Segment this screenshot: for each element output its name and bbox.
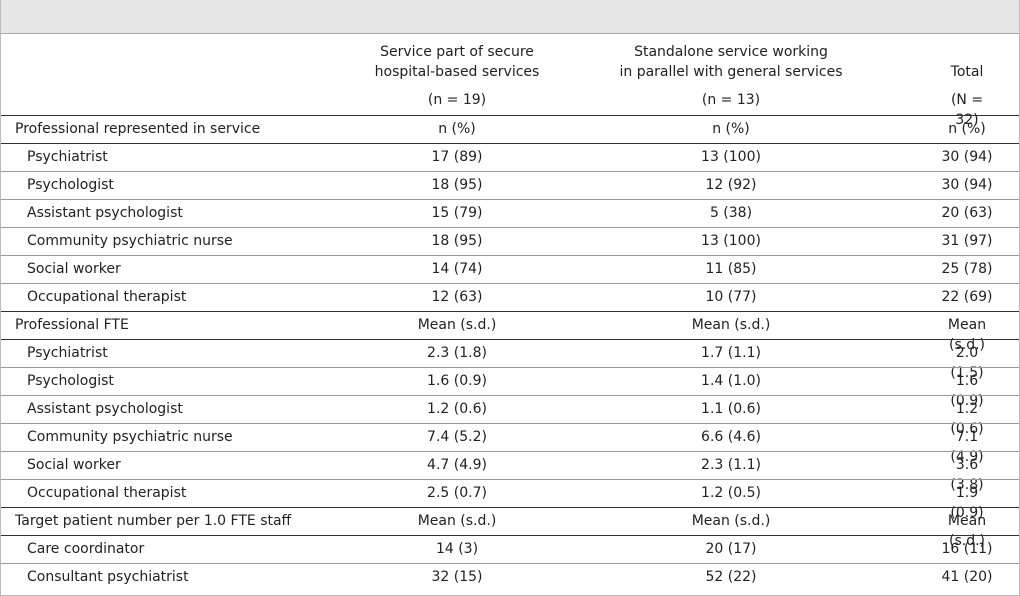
cell: 2.5 (0.7)	[427, 485, 487, 501]
column-header: Service part of secure hospital-based se…	[374, 44, 540, 80]
row-rule	[1, 451, 1019, 452]
cell: 30 (94)	[941, 177, 993, 193]
row-rule	[1, 367, 1019, 368]
row-rule	[1, 255, 1019, 256]
row-label: Psychiatrist	[27, 345, 108, 361]
cell: 1.2 (0.6)	[950, 401, 984, 437]
cell: 31 (97)	[941, 233, 993, 249]
section-unit: n (%)	[712, 121, 750, 137]
cell: 2.0 (1.5)	[950, 345, 984, 381]
cell: 1.7 (1.1)	[701, 345, 761, 361]
cell: 4.7 (4.9)	[427, 457, 487, 473]
row-label: Community psychiatric nurse	[27, 429, 233, 445]
section-unit: Mean (s.d.)	[417, 513, 497, 529]
row-label: Assistant psychologist	[27, 205, 183, 221]
cell: 12 (92)	[705, 177, 757, 193]
row-label: Community psychiatric nurse	[27, 233, 233, 249]
row-label: Psychologist	[27, 373, 114, 389]
row-rule	[1, 339, 1019, 340]
top-band	[1, 0, 1019, 34]
row-rule	[1, 199, 1019, 200]
row-rule	[1, 143, 1019, 144]
cell: 12 (63)	[431, 289, 483, 305]
row-label: Social worker	[27, 457, 121, 473]
cell: 1.2 (0.5)	[701, 485, 761, 501]
row-rule	[1, 171, 1019, 172]
row-rule	[1, 395, 1019, 396]
cell: 7.4 (5.2)	[427, 429, 487, 445]
section-unit: Mean (s.d.)	[691, 317, 771, 333]
row-label: Care coordinator	[27, 541, 145, 557]
column-count: (n = 19)	[427, 92, 487, 108]
cell: 32 (15)	[431, 569, 483, 585]
row-rule	[1, 423, 1019, 424]
cell: 10 (77)	[705, 289, 757, 305]
row-label: Assistant psychologist	[27, 401, 183, 417]
cell: 6.6 (4.6)	[701, 429, 761, 445]
cell: 1.9 (0.9)	[950, 485, 984, 521]
cell: 5 (38)	[709, 205, 753, 221]
row-label: Occupational therapist	[27, 485, 187, 501]
row-label: Occupational therapist	[27, 289, 187, 305]
cell: 16 (11)	[941, 541, 993, 557]
row-label: Psychologist	[27, 177, 114, 193]
column-header: Standalone service working in parallel w…	[619, 44, 843, 80]
section-unit: n (%)	[438, 121, 476, 137]
cell: 1.1 (0.6)	[701, 401, 761, 417]
cell: 1.4 (1.0)	[701, 373, 761, 389]
cell: 3.6 (3.8)	[950, 457, 984, 493]
row-rule	[1, 535, 1019, 536]
section-title: Professional FTE	[15, 317, 129, 333]
row-rule	[1, 311, 1019, 312]
section-title: Target patient number per 1.0 FTE staff	[15, 513, 292, 529]
cell: 52 (22)	[705, 569, 757, 585]
section-unit: Mean (s.d.)	[417, 317, 497, 333]
column-count: (n = 13)	[701, 92, 761, 108]
cell: 14 (3)	[435, 541, 479, 557]
cell: 20 (63)	[941, 205, 993, 221]
row-rule	[1, 507, 1019, 508]
cell: 2.3 (1.1)	[701, 457, 761, 473]
cell: 17 (89)	[431, 149, 483, 165]
section-unit: Mean (s.d.)	[691, 513, 771, 529]
cell: 14 (74)	[431, 261, 483, 277]
cell: 20 (17)	[705, 541, 757, 557]
cell: 1.2 (0.6)	[427, 401, 487, 417]
section-unit: Mean (s.d.)	[947, 317, 987, 353]
section-unit: n (%)	[948, 121, 986, 137]
cell: 11 (85)	[705, 261, 757, 277]
row-label: Psychiatrist	[27, 149, 108, 165]
cell: 30 (94)	[941, 149, 993, 165]
row-rule	[1, 283, 1019, 284]
column-count: (N = 32)	[950, 92, 984, 128]
cell: 15 (79)	[431, 205, 483, 221]
column-header: Total	[950, 64, 984, 80]
row-rule	[1, 115, 1019, 116]
cell: 18 (95)	[431, 233, 483, 249]
cell: 1.6 (0.9)	[427, 373, 487, 389]
section-unit: Mean (s.d.)	[947, 513, 987, 549]
cell: 2.3 (1.8)	[427, 345, 487, 361]
row-label: Consultant psychiatrist	[27, 569, 189, 585]
cell: 13 (100)	[701, 149, 761, 165]
cell: 22 (69)	[941, 289, 993, 305]
row-rule	[1, 563, 1019, 564]
row-rule	[1, 227, 1019, 228]
cell: 7.1 (4.9)	[950, 429, 984, 465]
section-title: Professional represented in service	[15, 121, 261, 137]
cell: 25 (78)	[941, 261, 993, 277]
cell: 18 (95)	[431, 177, 483, 193]
cell: 13 (100)	[701, 233, 761, 249]
cell: 41 (20)	[941, 569, 993, 585]
cell: 1.6 (0.9)	[950, 373, 984, 409]
row-rule	[1, 479, 1019, 480]
row-label: Social worker	[27, 261, 121, 277]
